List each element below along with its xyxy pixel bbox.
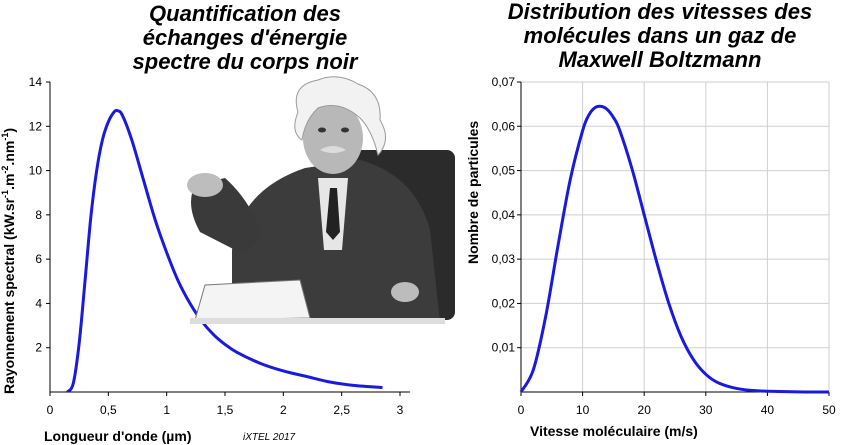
left-y-axis-label: Rayonnement spectral (kW.sr-1.m-2.nm-1) (0, 128, 17, 394)
x-tick-label: 10 (576, 403, 590, 417)
right-series-line (519, 104, 830, 394)
x-tick-label: 1 (163, 403, 170, 417)
left-x-axis-label: Longueur d'onde (µm) (44, 428, 192, 444)
maxwell-boltzmann-chart: 0 10 20 30 40 500,010,020,030,040,050,060,07 … (465, 75, 836, 439)
y-tick-label: 8 (35, 208, 42, 222)
left-series-line (66, 108, 383, 394)
y-tick-label: 12 (29, 119, 43, 133)
x-tick-label: 1,5 (217, 403, 234, 417)
x-tick-label: 30 (699, 403, 713, 417)
x-tick-label: 2,5 (333, 403, 350, 417)
left-eye (318, 127, 326, 133)
credit-label: iXTEL 2017 (243, 432, 296, 443)
y-tick-label: 4 (35, 296, 42, 310)
right-grid (521, 81, 830, 392)
right-hand (391, 282, 419, 302)
x-tick-label: 2 (280, 403, 287, 417)
einstein-photo (187, 76, 455, 324)
y-tick-label: 0,07 (492, 75, 516, 89)
left-chart-title: Quantification des échanges d'énergie sp… (90, 2, 400, 74)
right-x-axis-label: Vitesse moléculaire (m/s) (530, 423, 698, 439)
x-tick-label: 0 (518, 403, 525, 417)
y-tick-label: 10 (29, 164, 43, 178)
left-axes (49, 82, 410, 393)
hand (187, 173, 223, 197)
x-tick-label: 20 (638, 403, 652, 417)
y-tick-label: 0,04 (492, 208, 516, 222)
right-chart-title: Distribution des vitesses des molécules … (480, 0, 840, 72)
y-tick-label: 14 (29, 75, 43, 89)
x-tick-label: 50 (822, 403, 836, 417)
left-title-line-2: échanges d'énergie (142, 25, 348, 50)
left-ticks: 0 0,5 1 1,5 2 2,5 3 2 4 6 8 10 12 14 (29, 75, 404, 417)
left-title-line-1: Quantification des (149, 1, 341, 26)
y-tick-label: 0,01 (492, 341, 516, 355)
right-title-line-2: molécules dans un gaz de (523, 23, 797, 48)
left-title-line-3: spectre du corps noir (132, 49, 358, 74)
y-tick-label: 0,02 (492, 296, 516, 310)
blackbody-chart: 0 0,5 1 1,5 2 2,5 3 2 4 6 8 10 12 14 (0, 75, 455, 444)
right-y-axis-label: Nombre de particules (465, 121, 481, 264)
y-tick-label: 0,03 (492, 252, 516, 266)
raised-arm (191, 178, 262, 255)
x-tick-label: 3 (397, 403, 404, 417)
right-title-line-1: Distribution des vitesses des (507, 0, 813, 24)
y-tick-label: 0,05 (492, 164, 516, 178)
x-tick-label: 40 (761, 403, 775, 417)
paper (194, 279, 311, 321)
mustache (320, 146, 346, 153)
y-tick-label: 2 (35, 341, 42, 355)
y-tick-label: 0,06 (492, 119, 516, 133)
face (303, 102, 363, 174)
x-tick-label: 0,5 (100, 403, 117, 417)
desk-edge (190, 318, 445, 324)
right-ticks: 0 10 20 30 40 50 0,01 0,02 0,03 0,04 0,05 0,06 0,07 (492, 75, 836, 417)
right-eye (341, 127, 349, 133)
hair (294, 76, 386, 157)
tie (326, 188, 340, 240)
x-tick-label: 0 (47, 403, 54, 417)
right-title-line-3: Maxwell Boltzmann (558, 47, 762, 72)
y-tick-label: 6 (35, 252, 42, 266)
